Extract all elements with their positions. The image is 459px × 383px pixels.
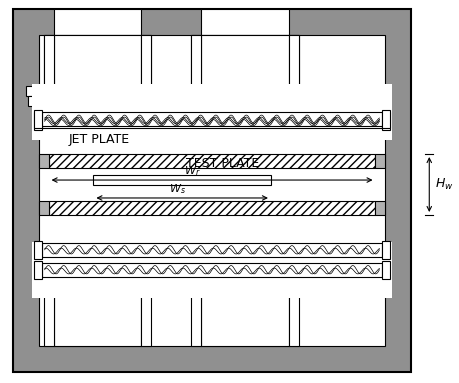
- Bar: [289, 34, 299, 97]
- Bar: [375, 201, 386, 215]
- Bar: [191, 285, 201, 347]
- Bar: [32, 242, 392, 298]
- Text: TEST PLATE: TEST PLATE: [186, 157, 259, 170]
- Bar: [42, 112, 382, 126]
- Bar: [26, 87, 169, 97]
- Bar: [44, 34, 151, 87]
- Bar: [382, 241, 391, 259]
- Bar: [42, 114, 382, 128]
- Bar: [49, 154, 375, 168]
- Bar: [49, 201, 375, 215]
- Bar: [39, 34, 386, 347]
- Bar: [39, 201, 49, 215]
- Bar: [382, 112, 391, 130]
- Text: JET PLATE: JET PLATE: [68, 133, 130, 146]
- Bar: [54, 295, 141, 347]
- Bar: [382, 261, 391, 279]
- Bar: [141, 285, 151, 347]
- Bar: [201, 9, 289, 34]
- Text: $H_w$: $H_w$: [435, 177, 454, 192]
- Bar: [34, 112, 42, 130]
- Bar: [191, 34, 299, 87]
- Bar: [54, 9, 141, 34]
- Bar: [13, 9, 411, 372]
- Bar: [34, 261, 42, 279]
- Bar: [54, 34, 141, 87]
- Bar: [94, 175, 271, 185]
- Bar: [141, 34, 151, 97]
- Text: $W_s$: $W_s$: [169, 182, 185, 196]
- Bar: [44, 285, 54, 347]
- Bar: [289, 285, 299, 347]
- Bar: [42, 243, 382, 257]
- Bar: [34, 241, 42, 259]
- Bar: [382, 110, 391, 128]
- Bar: [201, 34, 289, 87]
- Bar: [375, 154, 386, 168]
- Bar: [28, 97, 157, 106]
- Bar: [34, 110, 42, 128]
- Bar: [39, 154, 49, 168]
- Bar: [42, 263, 382, 277]
- Bar: [44, 34, 54, 97]
- Bar: [32, 84, 392, 140]
- Text: $W_r$: $W_r$: [184, 164, 201, 178]
- Bar: [191, 34, 201, 97]
- Bar: [201, 295, 289, 347]
